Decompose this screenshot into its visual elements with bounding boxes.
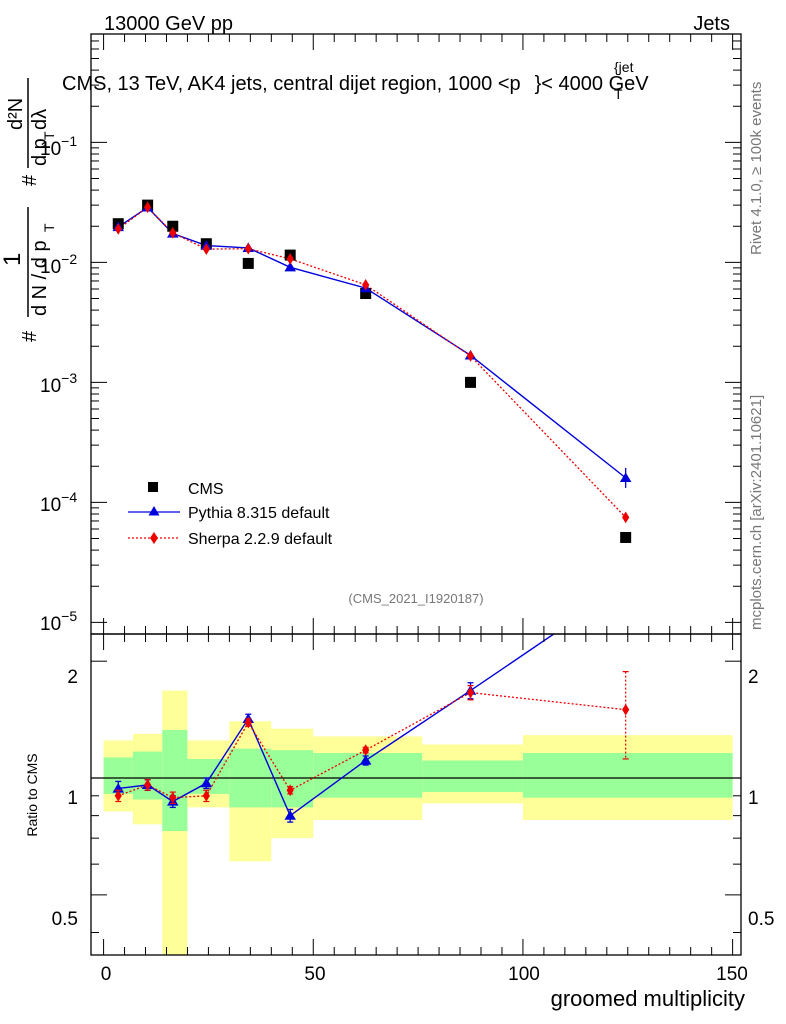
ratio-tick-05-right: 0.5 (748, 909, 774, 930)
ytick-label-e-1: 10−1 (40, 133, 77, 160)
sherpa-point (466, 350, 475, 362)
sherpa-ratio-point (144, 779, 152, 791)
ylabel-den2-tail: dλ (29, 109, 51, 130)
ratio-tick-2-right: 2 (748, 667, 759, 688)
x-tick-labels: 0 50 100 150 (101, 964, 748, 985)
xtick-label-150: 150 (716, 964, 748, 985)
main-yaxis-label: 1 d N / d p T # (0, 207, 57, 342)
sherpa-ratio-point (286, 784, 294, 797)
band-inner (522, 753, 733, 798)
ylabel-den1: d N / d p (29, 240, 51, 316)
ytick-label-e-2: 10−2 (40, 251, 77, 278)
ytick-label-e-5: 10−5 (40, 608, 77, 635)
ratio-tick-2-left: 2 (67, 667, 78, 688)
cms-point (360, 288, 372, 300)
band-inner (422, 760, 523, 793)
title-subscript: T (614, 86, 623, 102)
band-inner (271, 750, 314, 808)
ratio-tick-05-left: 0.5 (52, 909, 78, 930)
ylabel-num2: d²N (5, 98, 27, 130)
cms-point (242, 257, 254, 269)
rivet-version-text: Rivet 4.1.0, ≥ 100k events (748, 82, 765, 255)
main-lines (117, 206, 627, 518)
axes (90, 33, 742, 956)
plot-title: CMS, 13 TeV, AK4 jets, central dijet reg… (62, 73, 649, 95)
ylabel-den2-sub: T (41, 131, 57, 140)
ytick-label-e-4: 10−4 (40, 489, 77, 516)
xtick-label-50: 50 (304, 964, 325, 985)
sherpa-point (144, 201, 152, 214)
sherpa-ratio-point (466, 686, 475, 699)
sherpa-point (114, 223, 122, 235)
ytick-label-e-3: 10−3 (40, 370, 77, 397)
sherpa-ratio-point (169, 791, 177, 804)
ylabel-den1-sub: T (41, 223, 57, 232)
ylabel-num1: 1 (0, 253, 26, 266)
band-inner (162, 729, 188, 832)
mcplots-text: mcplots.cern.ch [arXiv:2401.10621] (748, 395, 765, 630)
sherpa-point (244, 242, 252, 255)
pythia-point (619, 472, 632, 483)
ylabel-den2: d p (29, 138, 51, 166)
ylabel-hash1: # (19, 330, 41, 342)
sherpa-point (286, 252, 294, 265)
sherpa-point (169, 227, 177, 239)
cms-point (620, 531, 632, 543)
legend-cms-marker (148, 482, 158, 492)
cms-point (465, 376, 477, 388)
sherpa-ratio-point (202, 789, 210, 802)
sherpa-ratio-point (362, 744, 370, 756)
main-y-tick-labels: 10−1 10−2 10−3 10−4 10−5 (40, 133, 77, 635)
sherpa-ratio-point (114, 789, 122, 802)
main-yaxis-label-2: d²N d p T dλ # (5, 78, 57, 186)
legend-pythia-label: Pythia 8.315 default (188, 505, 330, 522)
header-right: Jets (693, 13, 730, 35)
ratio-y-tick-labels: 2 1 0.5 2 1 0.5 (52, 667, 775, 930)
pythia-point (284, 261, 296, 272)
analysis-id: (CMS_2021_I1920187) (348, 591, 483, 606)
legend-cms-label: CMS (188, 481, 224, 498)
legend-pythia-marker (148, 506, 160, 516)
title-pre: CMS, 13 TeV, AK4 jets, central dijet reg… (62, 73, 521, 95)
ratio-axis-label: Ratio to CMS (24, 753, 40, 836)
ratio-tick-1-left: 1 (67, 788, 78, 809)
markers (112, 199, 632, 823)
sherpa-point (362, 278, 370, 291)
sherpa-line (117, 206, 627, 518)
pythia-ratio-point (200, 777, 213, 788)
sherpa-point (202, 243, 210, 255)
uncertainty-bands (103, 690, 733, 955)
ratio-frame (90, 633, 742, 956)
title-post: }< 4000 GeV (535, 73, 650, 95)
title-superscript: {jet (614, 59, 634, 75)
pythia-ratio-point (284, 810, 296, 820)
ylabel-hash2: # (19, 174, 41, 186)
sherpa-ratio-point (622, 703, 630, 716)
sherpa-ratio-point (244, 716, 252, 729)
pythia-ratio-point (359, 754, 372, 765)
legend-sherpa-label: Sherpa 2.2.9 default (188, 531, 333, 548)
legend: CMS Pythia 8.315 default Sherpa 2.2.9 de… (128, 481, 333, 548)
ratio-tick-1-right: 1 (748, 788, 759, 809)
xaxis-label: groomed multiplicity (551, 986, 745, 1011)
legend-sherpa-marker (150, 532, 158, 544)
xtick-label-0: 0 (101, 964, 112, 985)
header-left: 13000 GeV pp (104, 13, 233, 35)
cms-point (167, 220, 179, 232)
sherpa-point (622, 511, 630, 524)
pythia-line (117, 206, 627, 479)
xtick-label-100: 100 (508, 964, 540, 985)
